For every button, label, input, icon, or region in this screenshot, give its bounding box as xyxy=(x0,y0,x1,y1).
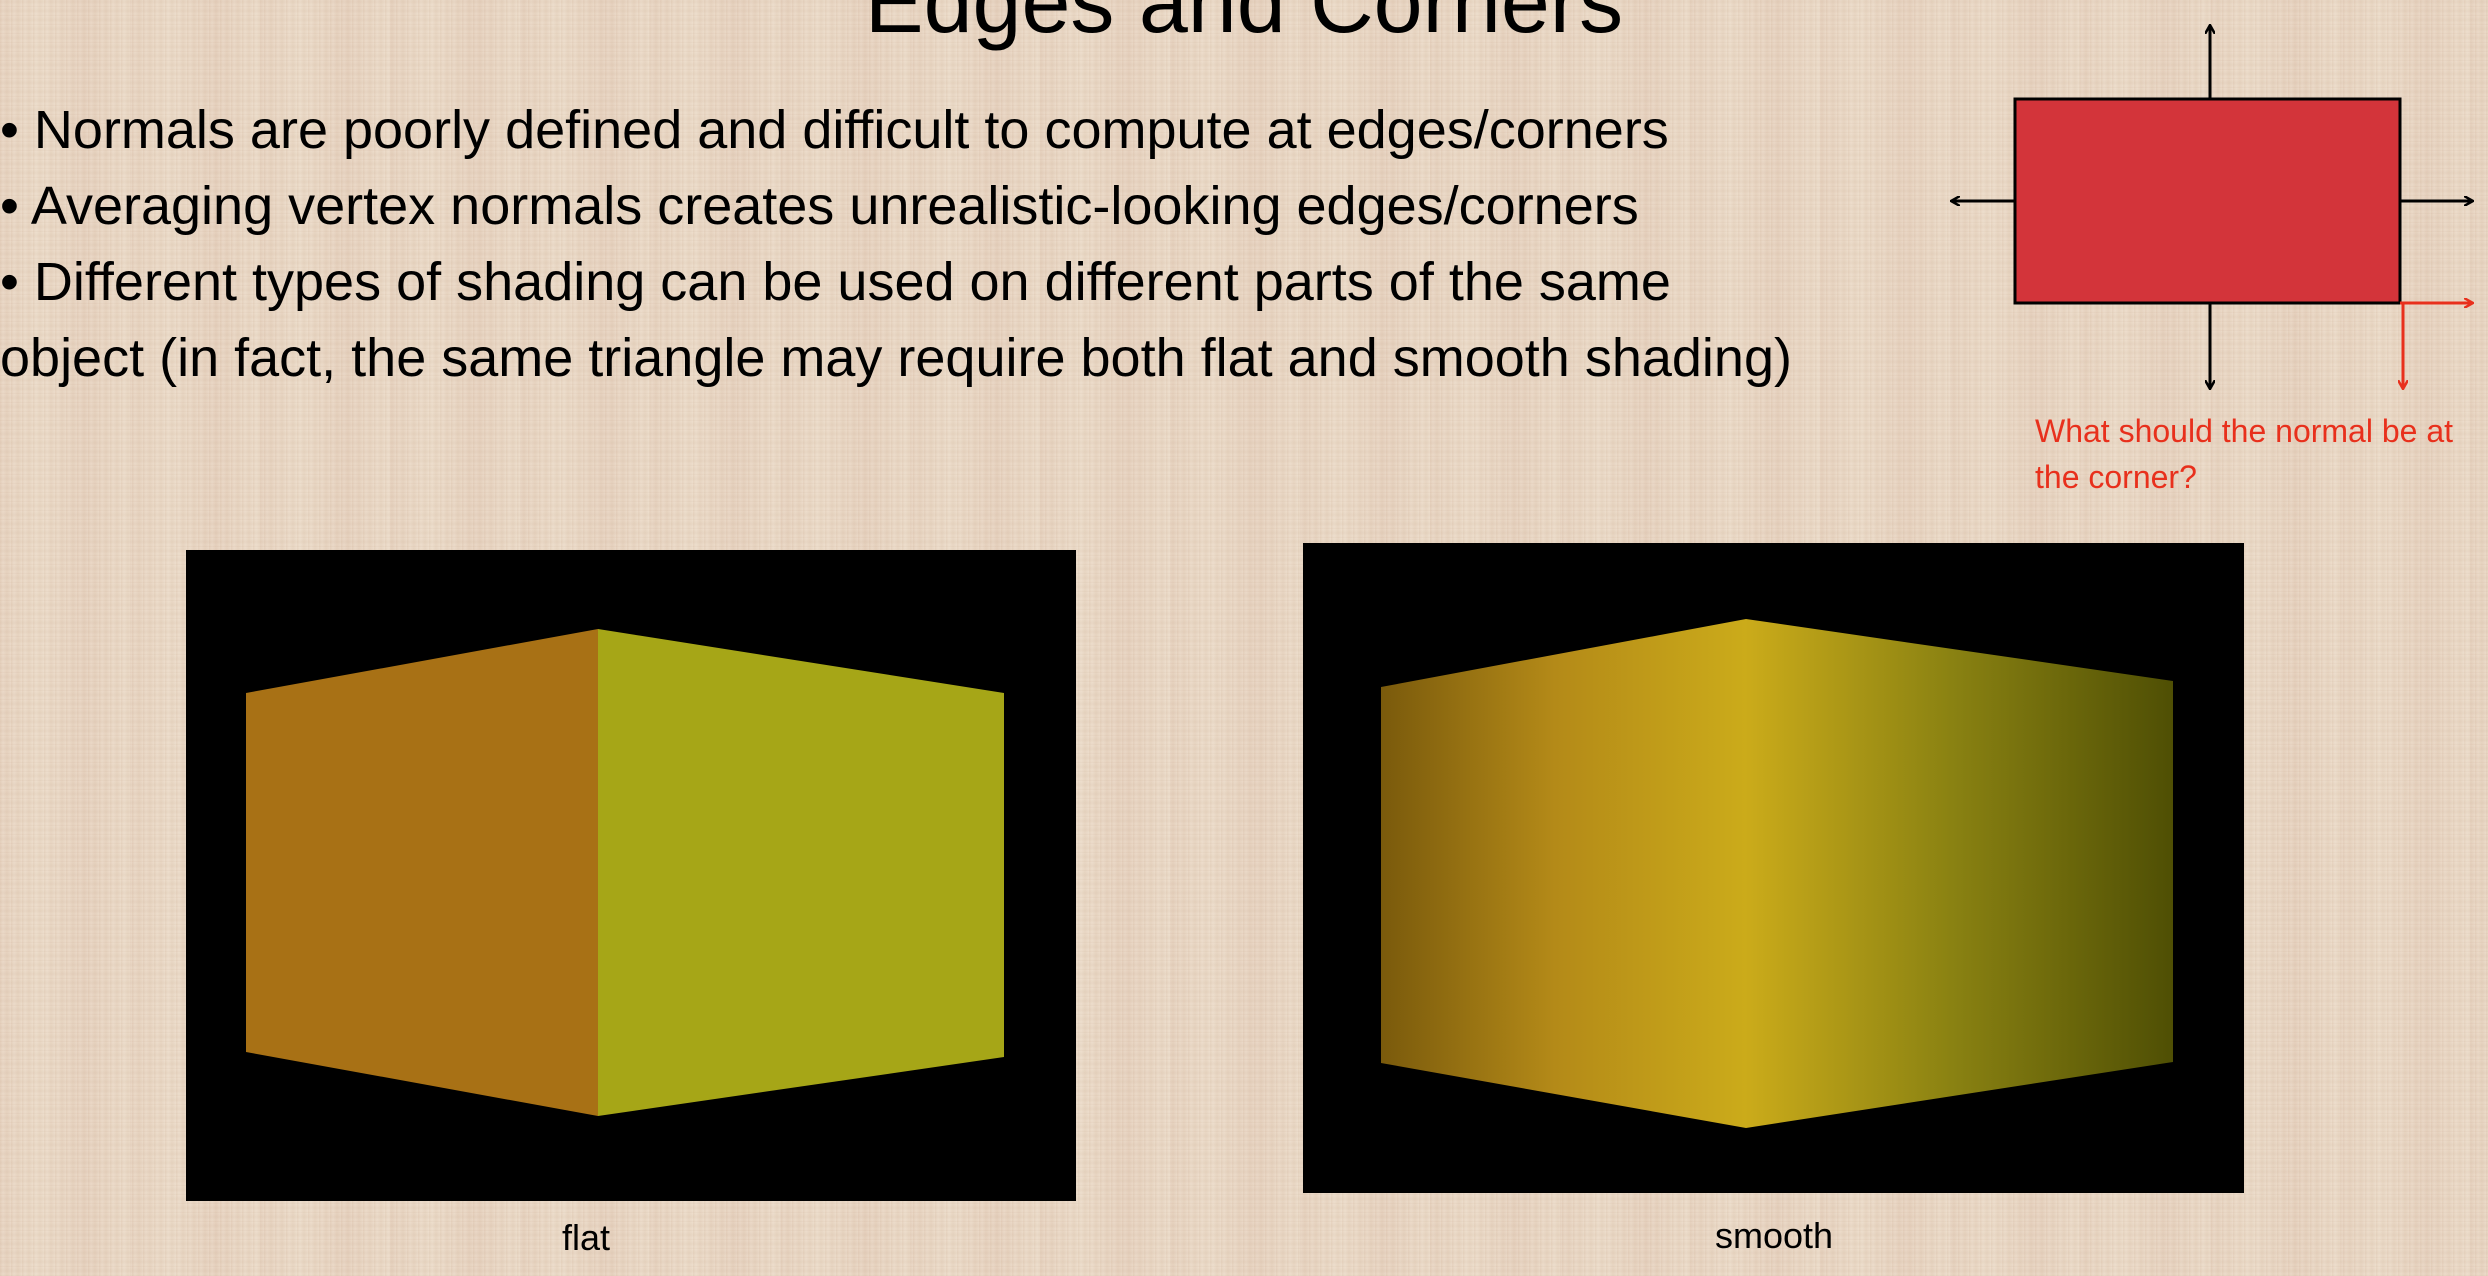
flat-left-face xyxy=(246,629,598,1116)
smooth-shading-render xyxy=(1303,543,2244,1193)
bullet-different-shading: • Different types of shading can be used… xyxy=(0,252,1792,388)
diagram-caption: What should the normal be at the corner? xyxy=(2035,413,2454,495)
surface-box xyxy=(2013,97,2402,305)
smooth-caption: smooth xyxy=(1714,1215,1834,1256)
bullet-normals-poorly-defined: • Normals are poorly defined and difficu… xyxy=(0,100,1669,160)
normal-diagram-svg xyxy=(1940,10,2480,410)
flat-shading-svg xyxy=(246,629,1004,1116)
bullet-list: • Normals are poorly defined and difficu… xyxy=(0,92,1820,396)
smooth-shading-svg xyxy=(1381,619,2173,1128)
normal-diagram xyxy=(1940,10,2480,410)
smooth-cube-faces xyxy=(1381,619,2173,1128)
flat-right-face xyxy=(598,629,1004,1116)
slide-title: Edges and Corners xyxy=(864,0,1624,51)
bullet-averaging-normals: • Averaging vertex normals creates unrea… xyxy=(0,176,1639,236)
flat-shading-render xyxy=(186,550,1076,1201)
flat-caption: flat xyxy=(561,1217,611,1258)
